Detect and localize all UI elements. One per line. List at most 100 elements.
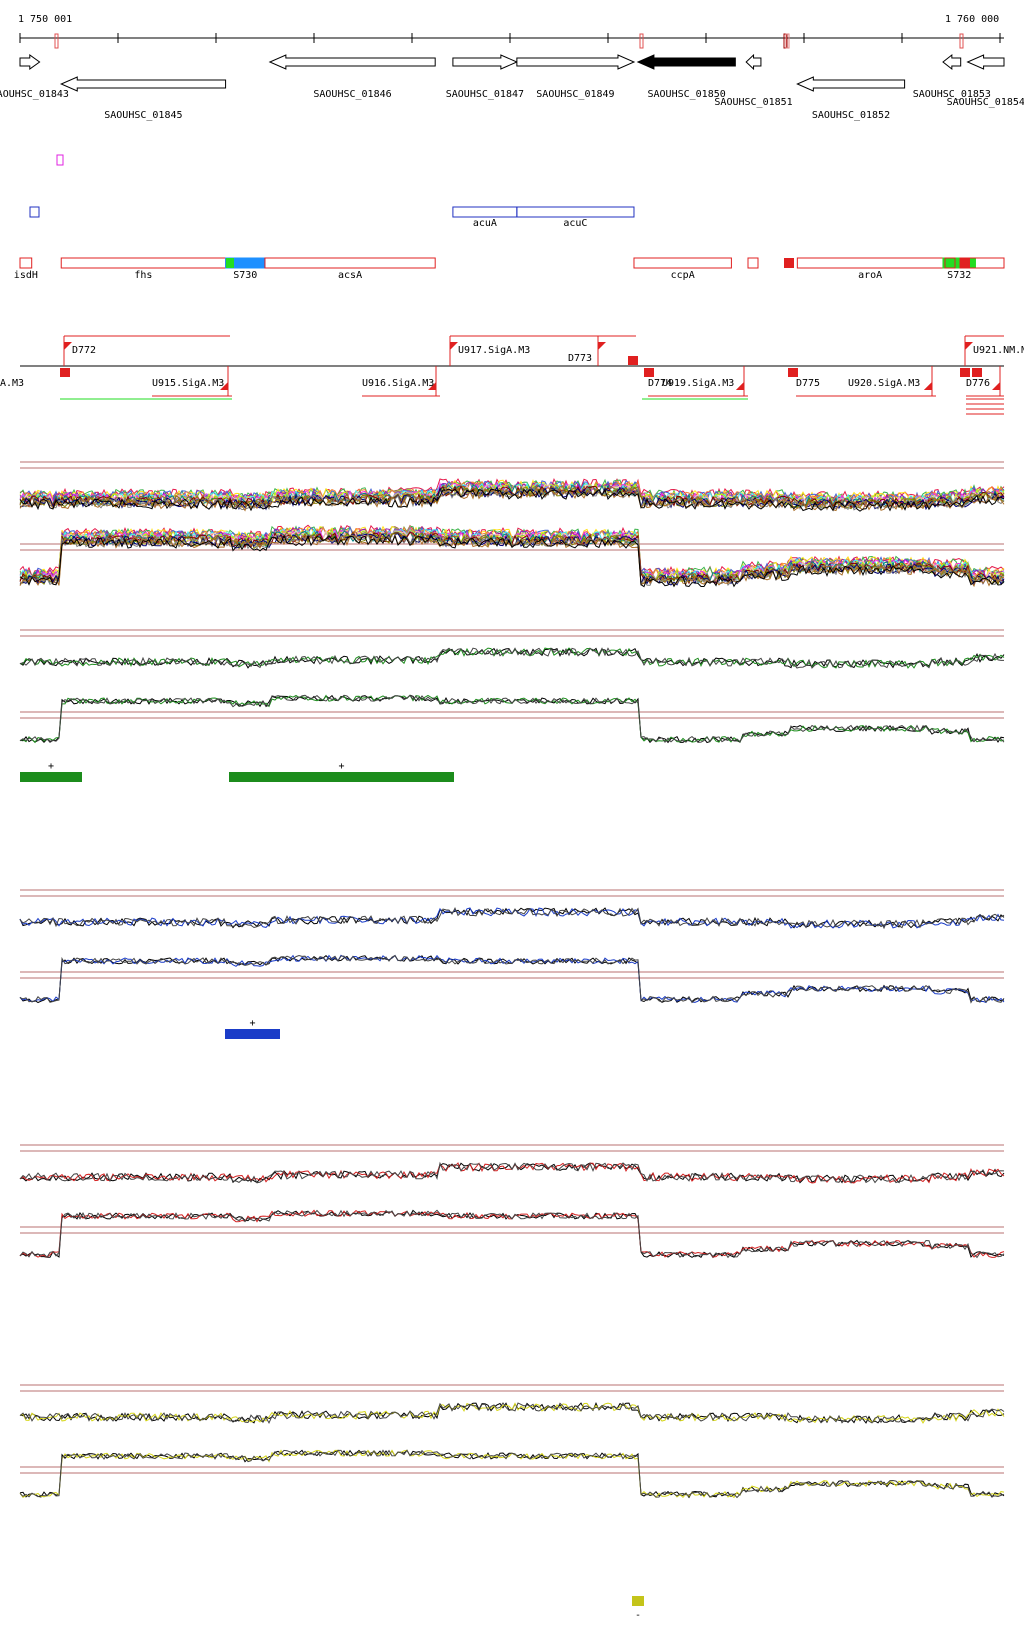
blue-feature-track: acuA acuC <box>452 206 635 229</box>
segment-label: U921.NM.M <box>973 345 1024 356</box>
significance-markers: + + + - <box>20 761 644 1621</box>
track-marker-bar[interactable] <box>229 772 454 782</box>
segment-label: D772 <box>72 345 96 356</box>
segment-label: D776 <box>966 378 990 389</box>
gene-label: SAOUHSC_01849 <box>536 89 614 100</box>
profile-panel-all <box>19 461 1005 588</box>
gene-label: SAOUHSC_01851 <box>714 97 792 108</box>
ruler-mark <box>785 33 790 49</box>
segment-label: D773 <box>568 353 592 364</box>
gene-arrow[interactable] <box>59 76 227 92</box>
profile-line-lower <box>19 954 1005 1004</box>
profile-panel-red <box>19 1144 1005 1259</box>
profile-line-upper <box>19 488 1005 512</box>
segment-block <box>60 368 70 377</box>
segment-flag <box>64 342 72 350</box>
blue-feature-box[interactable] <box>516 206 635 218</box>
blue-feature-label: acuC <box>563 218 587 229</box>
blue-feature-box[interactable] <box>452 206 518 218</box>
blue-feature-label: acuA <box>473 218 497 229</box>
gene-label: SAOUHSC_01853 <box>913 89 991 100</box>
profile-panel-blue <box>19 889 1005 1004</box>
ruler-start-label: 1 750 001 <box>18 14 72 25</box>
gene-arrow[interactable] <box>516 54 636 70</box>
segment-block <box>628 356 638 365</box>
track-marker-label: + <box>48 761 54 772</box>
segment-flag <box>220 382 228 390</box>
segment-flag <box>965 342 973 350</box>
red-feature-label: acsA <box>338 270 362 281</box>
ruler-ticks <box>19 33 1001 43</box>
red-feature-track: isdH fhs S730 acsA ccpA aroA S732 <box>14 257 1005 281</box>
coordinate-ruler: 1 750 001 1 760 000 <box>18 14 1004 49</box>
segment-block <box>960 368 970 377</box>
segment-label: D775 <box>796 378 820 389</box>
red-feature-box[interactable] <box>796 257 944 269</box>
profile-line-lower <box>19 534 1005 588</box>
segment-label: D774 <box>648 378 672 389</box>
segment-block <box>644 368 654 377</box>
gene-arrow[interactable] <box>796 76 906 92</box>
ruler-mark <box>959 33 964 49</box>
segment-label: U917.SigA.M3 <box>458 345 530 356</box>
segment-flag <box>992 382 1000 390</box>
gene-annotation-track: SAOUHSC_01843 SAOUHSC_01845 SAOUHSC_01846 S… <box>0 53 1024 121</box>
profile-panel-yellow <box>19 1384 1005 1499</box>
gene-arrow[interactable] <box>942 53 962 71</box>
red-feature-box[interactable] <box>633 257 732 269</box>
profile-line-lower <box>19 954 1005 1004</box>
track-marker-bar[interactable] <box>225 1029 280 1039</box>
segment-flag <box>924 382 932 390</box>
segment-label: U919.SigA.M3 <box>662 378 734 389</box>
gene-label: SAOUHSC_01846 <box>313 89 391 100</box>
profile-line-upper <box>19 1402 1005 1424</box>
ruler-mark <box>639 33 644 49</box>
segment-label-cut: A.M3 <box>0 378 24 389</box>
red-feature-label: S732 <box>947 270 971 281</box>
feature-accent <box>960 258 970 268</box>
profile-line-upper <box>19 907 1005 929</box>
track-marker-bar[interactable] <box>20 772 82 782</box>
red-feature-label: fhs <box>134 270 152 281</box>
segment-block <box>972 368 982 377</box>
red-feature-box[interactable] <box>264 257 436 269</box>
gene-arrow[interactable] <box>268 54 436 70</box>
red-feature-box[interactable] <box>942 257 976 269</box>
segment-label: U915.SigA.M3 <box>152 378 224 389</box>
gene-arrow[interactable] <box>966 54 1005 70</box>
segment-flag <box>428 382 436 390</box>
magenta-feature[interactable] <box>56 154 64 166</box>
ruler-mark <box>54 33 59 49</box>
ruler-marks <box>54 33 964 49</box>
profile-line-upper <box>19 1161 1005 1184</box>
profile-line-lower <box>19 694 1005 744</box>
expression-profile-panels <box>19 461 1005 1499</box>
segment-flag <box>598 342 606 350</box>
track-marker-label: - <box>635 1610 641 1621</box>
track-marker-label: + <box>249 1018 255 1029</box>
gene-label: SAOUHSC_01850 <box>647 89 725 100</box>
blue-small-feature[interactable] <box>29 206 40 218</box>
track-marker-bar[interactable] <box>632 1596 644 1606</box>
ruler-end-label: 1 760 000 <box>945 14 999 25</box>
profile-line-upper <box>19 1402 1005 1425</box>
red-feature-box[interactable] <box>19 257 33 269</box>
gene-arrow[interactable] <box>19 54 41 70</box>
profile-line-upper <box>19 647 1004 669</box>
segment-flag <box>450 342 458 350</box>
gene-arrow[interactable] <box>452 54 519 70</box>
gene-label: SAOUHSC_01845 <box>104 110 182 121</box>
profile-line-lower <box>19 1209 1005 1259</box>
gene-arrow[interactable] <box>636 54 736 70</box>
red-feature-label: ccpA <box>671 270 695 281</box>
feature-box <box>944 257 956 269</box>
gene-label: SAOUHSC_01847 <box>446 89 524 100</box>
red-feature-label: S730 <box>233 270 257 281</box>
gene-arrow[interactable] <box>745 53 762 71</box>
segment-block <box>788 368 798 377</box>
profile-line-lower <box>19 1209 1005 1259</box>
red-feature-box[interactable] <box>60 257 227 269</box>
feature-accent <box>784 258 794 268</box>
gene-label: SAOUHSC_01854 <box>947 97 1024 108</box>
